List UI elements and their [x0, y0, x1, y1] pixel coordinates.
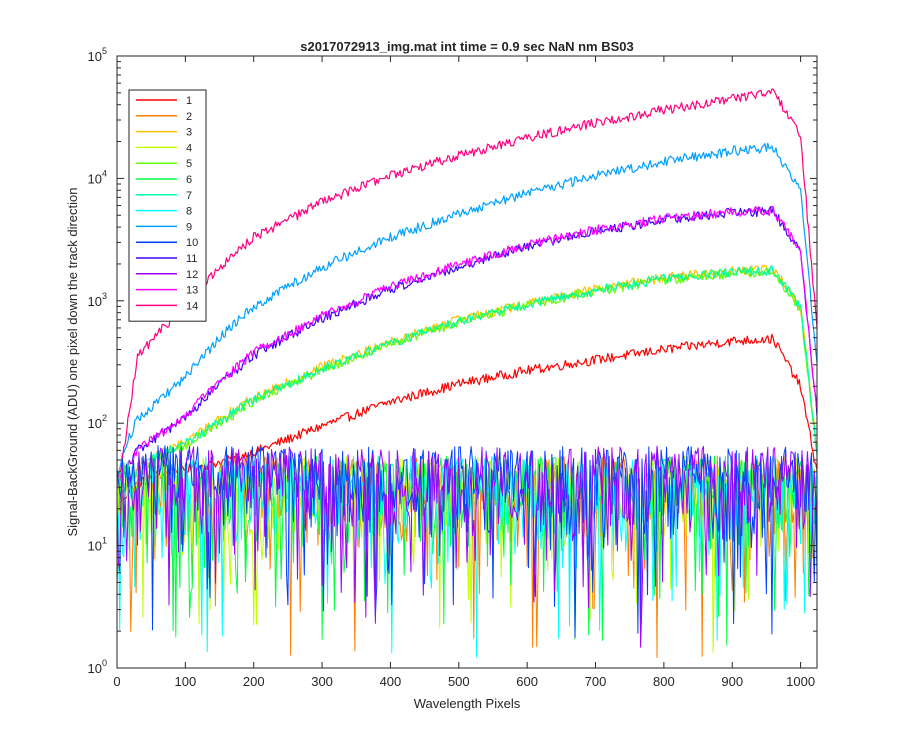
x-tick-label: 600: [516, 674, 538, 689]
series-line-7: [117, 265, 817, 501]
x-tick-label: 1000: [786, 674, 815, 689]
x-tick-label: 300: [311, 674, 333, 689]
legend-label-11: 11: [186, 253, 197, 265]
series-line-10: [117, 445, 817, 638]
legend-label-8: 8: [186, 206, 192, 218]
y-tick-label: 103: [88, 291, 107, 309]
chart-title: s2017072913_img.mat int time = 0.9 sec N…: [300, 39, 634, 54]
legend-label-1: 1: [186, 95, 192, 107]
legend-label-10: 10: [186, 237, 198, 249]
x-tick-label: 800: [653, 674, 675, 689]
series-line-14: [117, 88, 817, 487]
legend-label-2: 2: [186, 111, 192, 123]
y-axis-label: Signal-BackGround (ADU) one pixel down t…: [65, 187, 80, 536]
x-tick-label: 200: [243, 674, 265, 689]
legend-label-5: 5: [186, 158, 192, 170]
y-tick-label: 100: [88, 658, 107, 676]
series-line-13: [117, 205, 817, 488]
x-tick-label: 400: [380, 674, 402, 689]
legend-box: [128, 89, 207, 322]
x-axis-label: Wavelength Pixels: [414, 696, 521, 711]
series-layer: [117, 88, 817, 658]
legend-label-7: 7: [186, 190, 192, 202]
y-tick-label: 105: [88, 46, 107, 64]
axes-box: [116, 55, 818, 669]
y-tick-label: 104: [88, 168, 107, 186]
legend-label-14: 14: [186, 300, 198, 312]
x-tick-label: 900: [721, 674, 743, 689]
axes: 0 100 200 300 400 500 600 700 800 900 100010010110…: [88, 46, 818, 689]
plot-series-area: [117, 88, 817, 658]
legend-label-4: 4: [186, 142, 192, 154]
legend-label-6: 6: [186, 174, 192, 186]
x-tick-label: 700: [585, 674, 607, 689]
y-tick-label: 102: [88, 413, 107, 431]
y-tick-label: 101: [88, 536, 107, 554]
legend-label-9: 9: [186, 221, 192, 233]
legend-label-13: 13: [186, 285, 198, 297]
x-tick-label: 100: [175, 674, 197, 689]
series-line-12: [117, 445, 817, 648]
series-line-9: [117, 142, 817, 482]
legend-label-12: 12: [186, 269, 198, 281]
legend-label-3: 3: [186, 127, 192, 139]
x-tick-label: 500: [448, 674, 470, 689]
x-tick-label: 0: [113, 674, 120, 689]
